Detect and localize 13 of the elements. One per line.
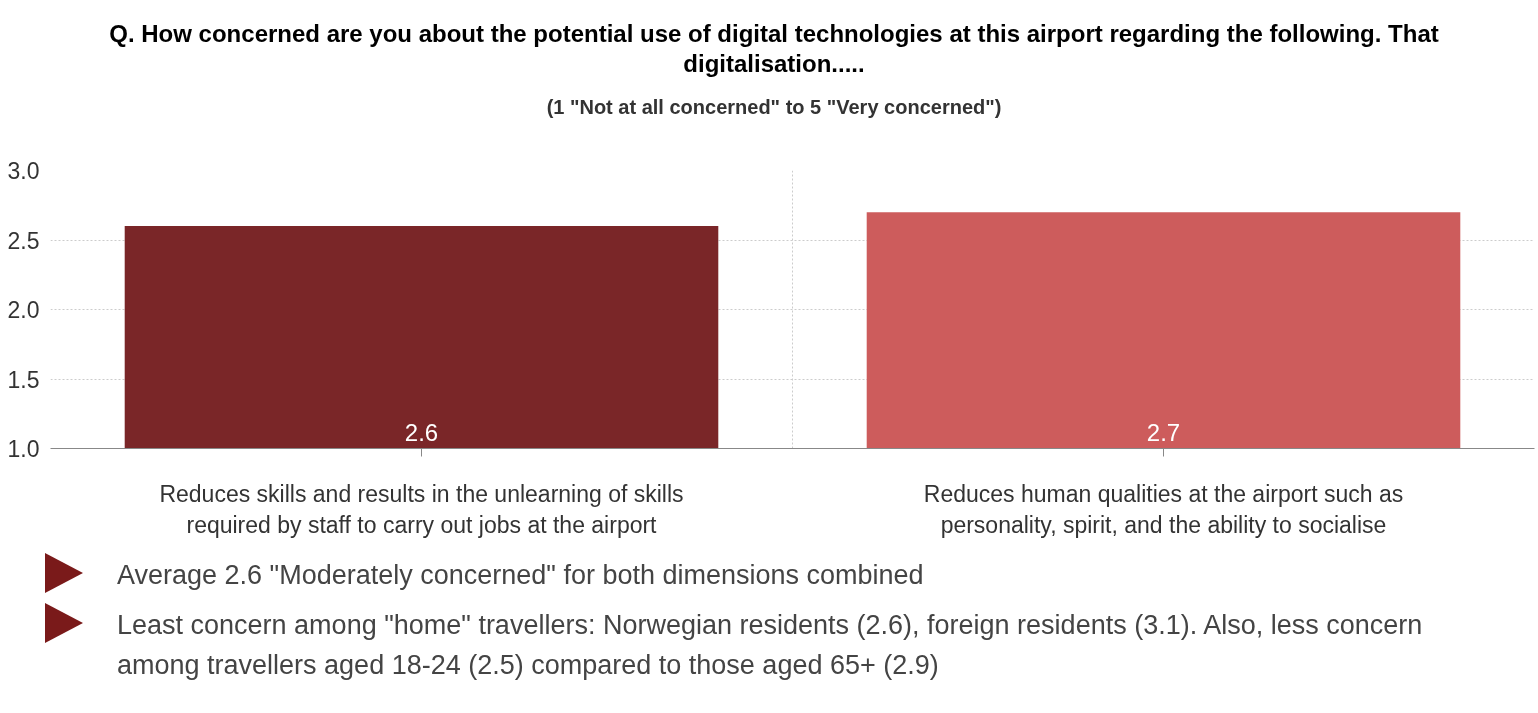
text: Least concern among "home" travellers: Norwegian residents (2.6), foreign residents (3.1). Also, less concern among travellers aged 18-24 (2.5) compared to those aged 65+ (2.9) <box>117 609 1424 682</box>
chart-title: Q. How concerned are you about the potential use of digital technologies at this airport regarding the following. That digitalisation..... <box>108 19 1440 79</box>
y-tick-label: 2.0 <box>7 297 40 323</box>
text: Average 2.6 "Moderately concerned" for both dimensions combined <box>117 559 925 592</box>
x-tick-label: Reduces human qualities at the airport such as personality, spirit, and the ability to socialise <box>923 480 1404 538</box>
chart-subtitle: (1 "Not at all concerned" to 5 "Very concerned") <box>545 95 1003 120</box>
data-label: 2.6 <box>404 418 439 446</box>
data-label: 2.7 <box>1146 418 1181 446</box>
y-tick-label: 1.5 <box>7 366 40 393</box>
y-tick-label: 2.5 <box>7 227 40 254</box>
y-tick-label: 1.0 <box>7 436 40 462</box>
x-tick-label: Reduces skills and results in the unlearning of skills required by staff to carry out jobs at the airport <box>159 480 684 538</box>
y-tick-label: 3.0 <box>7 158 40 184</box>
